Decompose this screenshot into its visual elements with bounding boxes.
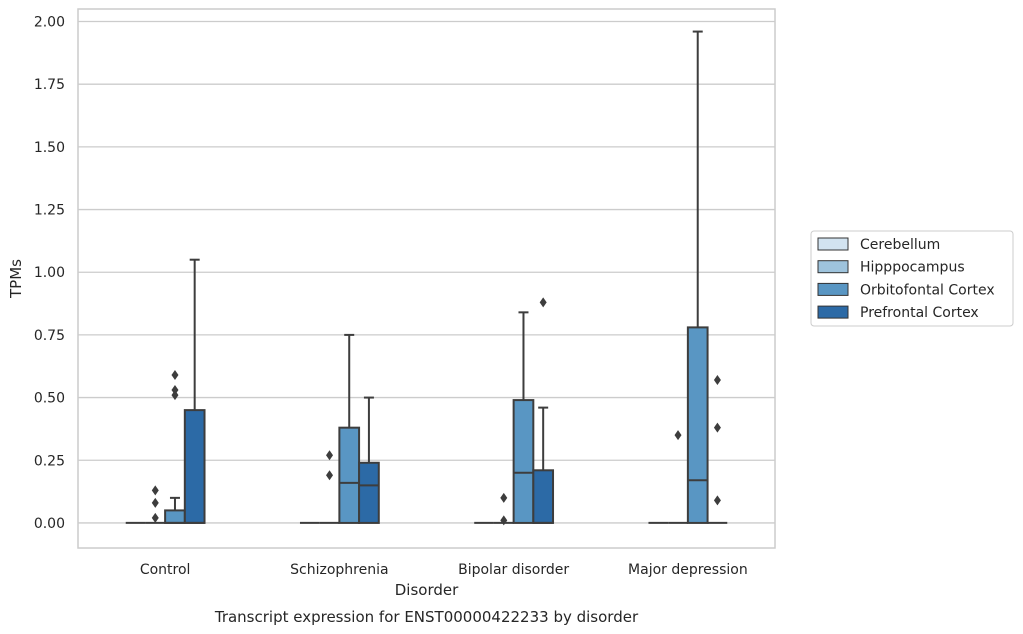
box-body	[338, 426, 361, 524]
box-hipppocampus	[319, 450, 340, 524]
x-tick-label: Control	[140, 562, 191, 578]
legend-label-prefrontal-cortex: Prefrontal Cortex	[860, 305, 979, 321]
outlier-point	[713, 495, 721, 506]
outlier-point	[171, 370, 179, 381]
y-tick-label: 0.25	[34, 453, 65, 469]
box-orbitofontal-cortex	[164, 370, 186, 524]
legend-label-cerebellum: Cerebellum	[860, 237, 940, 253]
y-axis-label: TPMs	[7, 259, 25, 299]
chart-caption: Transcript expression for ENST0000042223…	[214, 608, 639, 626]
outlier-point	[151, 485, 159, 496]
box-body	[358, 461, 380, 524]
box-prefrontal-cortex	[358, 396, 380, 524]
outlier-point	[539, 297, 547, 308]
box-orbitofontal-cortex	[338, 333, 361, 524]
outlier-point	[171, 385, 179, 396]
y-tick-label: 0.75	[34, 328, 65, 344]
y-tick-label: 1.75	[34, 77, 65, 93]
outlier-point	[713, 422, 721, 433]
legend-swatch-prefrontal-cortex	[817, 305, 849, 319]
box-body	[532, 469, 555, 524]
outlier-point	[326, 450, 334, 461]
box-plot-marks	[125, 30, 728, 526]
box-body	[512, 399, 535, 524]
x-tick-label: Bipolar disorder	[458, 562, 569, 578]
box-hipppocampus	[668, 430, 688, 524]
outlier-point	[171, 390, 179, 401]
box-body	[686, 326, 709, 524]
legend-swatch-cerebellum	[817, 237, 849, 251]
outlier-point	[674, 430, 682, 441]
box-orbitofontal-cortex	[686, 30, 709, 524]
outlier-point	[326, 470, 334, 481]
x-tick-label: Major depression	[628, 562, 748, 578]
box-prefrontal-cortex	[183, 258, 206, 524]
y-tick-label: 2.00	[34, 15, 65, 31]
x-axis-label: Disorder	[395, 581, 459, 599]
box-hipppocampus	[493, 492, 514, 526]
legend-frame	[810, 230, 1014, 327]
box-body	[164, 509, 186, 524]
legend-swatch-hipppocampus	[817, 260, 849, 274]
y-tick-label: 1.25	[34, 203, 65, 219]
y-tick-label: 1.00	[34, 265, 65, 281]
legend-swatch-orbitofontal-cortex	[817, 282, 849, 296]
box-hipppocampus	[145, 485, 166, 524]
plot-frame	[77, 8, 776, 549]
x-tick-label: Schizophrenia	[290, 562, 388, 578]
outlier-point	[500, 515, 508, 526]
box-body	[183, 409, 206, 524]
outlier-point	[151, 497, 159, 508]
box-orbitofontal-cortex	[512, 311, 535, 524]
axis-ticks: 0.00 0.25 0.50 0.75 1.00 1.25 1.50 1.75 2.00 Cont…	[34, 15, 748, 578]
legend: Cerebellum Hipppocampus Orbitofontal Cor…	[810, 230, 1014, 327]
legend-label-orbitofontal-cortex: Orbitofontal Cortex	[860, 282, 995, 298]
grid-lines	[78, 20, 775, 524]
y-tick-label: 0.00	[34, 516, 65, 532]
y-tick-label: 1.50	[34, 140, 65, 156]
outlier-point	[500, 492, 508, 503]
box-prefrontal-cortex	[707, 375, 728, 524]
outlier-point	[713, 375, 721, 386]
y-tick-label: 0.50	[34, 391, 65, 407]
box-prefrontal-cortex	[532, 297, 555, 524]
outlier-point	[151, 512, 159, 523]
legend-label-hipppocampus: Hipppocampus	[860, 260, 965, 276]
